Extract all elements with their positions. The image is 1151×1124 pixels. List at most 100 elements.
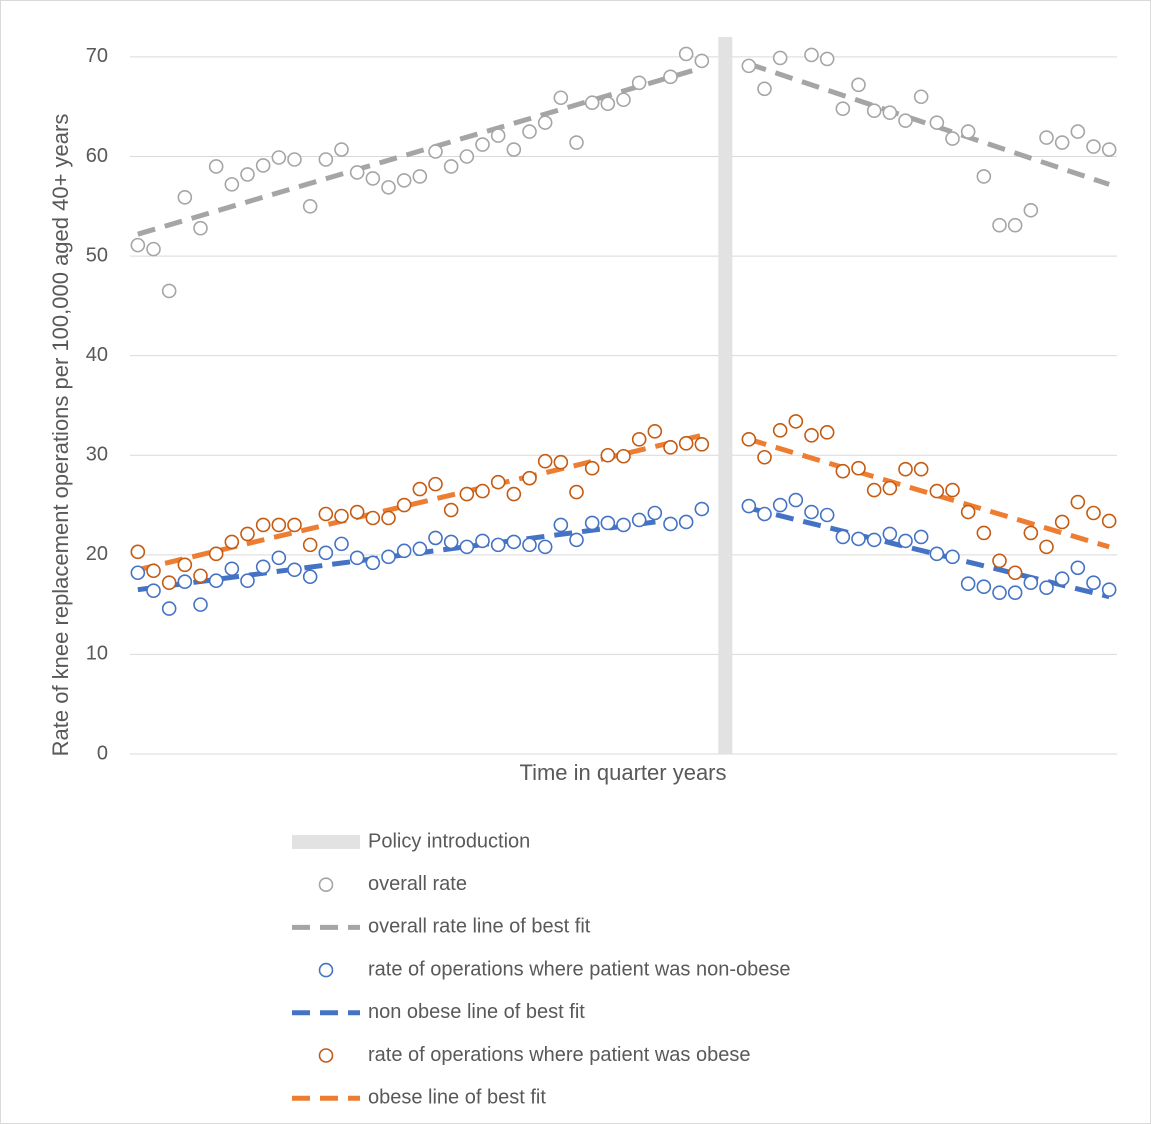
data-point — [1007, 217, 1023, 233]
data-point — [381, 549, 396, 565]
x-axis-label: Time in quarter years — [519, 760, 726, 785]
data-point — [913, 461, 929, 477]
data-point — [522, 537, 537, 553]
data-point — [475, 137, 490, 152]
data-point — [584, 95, 600, 111]
data-point — [255, 158, 271, 173]
data-point — [490, 474, 506, 490]
data-point — [318, 152, 334, 167]
data-point — [177, 574, 193, 590]
data-point — [804, 47, 819, 63]
data-point — [1054, 571, 1070, 587]
data-point — [929, 115, 945, 130]
data-point — [428, 476, 443, 492]
data-point — [1070, 124, 1086, 139]
data-point — [1101, 513, 1117, 529]
data-point — [1054, 135, 1070, 150]
data-point — [490, 537, 506, 553]
data-point — [537, 115, 553, 130]
data-point — [475, 483, 490, 499]
legend-label: Policy introduction — [368, 830, 530, 852]
data-point — [365, 555, 381, 571]
data-point — [553, 454, 569, 470]
data-point — [600, 96, 616, 112]
data-point — [271, 150, 287, 165]
data-point — [130, 544, 146, 560]
data-point — [287, 152, 302, 167]
data-point — [898, 113, 913, 128]
y-axis-label: Rate of knee replacement operations per … — [48, 114, 73, 757]
data-point — [365, 510, 381, 526]
data-point — [1101, 582, 1117, 597]
data-point — [757, 506, 772, 522]
data-point — [396, 173, 412, 188]
data-point — [381, 180, 396, 195]
data-point — [976, 525, 992, 541]
data-point — [365, 171, 381, 186]
data-point — [945, 482, 960, 498]
data-point — [443, 534, 459, 550]
data-point — [960, 504, 976, 520]
data-point — [929, 546, 945, 562]
data-point — [130, 565, 146, 581]
legend-label: overall rate line of best fit — [368, 916, 591, 938]
data-point — [537, 453, 553, 469]
data-point — [772, 423, 788, 438]
data-point — [851, 460, 866, 476]
data-point — [569, 484, 584, 500]
data-point — [819, 51, 835, 67]
data-point — [130, 237, 146, 253]
y-tick-label: 50 — [86, 244, 108, 266]
data-point — [1023, 525, 1039, 541]
data-point — [224, 177, 240, 192]
data-point — [788, 492, 804, 508]
data-point — [772, 50, 788, 66]
data-point — [287, 562, 302, 578]
data-point — [866, 482, 882, 498]
data-point — [349, 550, 365, 566]
data-point — [913, 89, 929, 105]
data-point — [553, 517, 569, 533]
legend-swatch — [318, 962, 334, 978]
data-point — [960, 124, 976, 139]
data-point — [741, 432, 757, 447]
data-point — [302, 537, 318, 553]
data-point — [553, 90, 569, 106]
data-point — [569, 532, 584, 548]
data-point — [757, 449, 772, 465]
data-point — [663, 516, 678, 532]
legend-swatch — [318, 877, 334, 893]
data-point — [945, 131, 960, 146]
data-point — [522, 470, 537, 486]
data-point — [804, 428, 819, 443]
data-point — [318, 545, 334, 561]
data-point — [960, 576, 976, 592]
legend-label: rate of operations where patient was obe… — [368, 1044, 750, 1066]
data-point — [866, 103, 882, 118]
data-point — [1007, 565, 1023, 581]
data-point — [506, 486, 522, 502]
data-point — [678, 46, 694, 62]
data-point — [584, 515, 600, 531]
data-point — [475, 533, 490, 549]
data-point — [396, 497, 412, 513]
data-point — [1023, 575, 1039, 591]
data-point — [490, 128, 506, 143]
data-point — [224, 561, 240, 577]
data-point — [976, 579, 992, 595]
data-point — [992, 217, 1007, 233]
data-point — [1039, 130, 1054, 145]
data-point — [161, 601, 177, 616]
data-point — [647, 424, 663, 439]
data-point — [819, 425, 835, 440]
data-point — [616, 448, 631, 464]
data-point — [1039, 580, 1054, 595]
data-point — [678, 514, 694, 530]
data-point — [1070, 494, 1086, 510]
data-point — [271, 550, 287, 566]
data-point — [835, 529, 851, 545]
data-point — [287, 517, 302, 533]
data-point — [334, 508, 349, 524]
data-point — [851, 77, 866, 93]
data-point — [412, 541, 428, 557]
